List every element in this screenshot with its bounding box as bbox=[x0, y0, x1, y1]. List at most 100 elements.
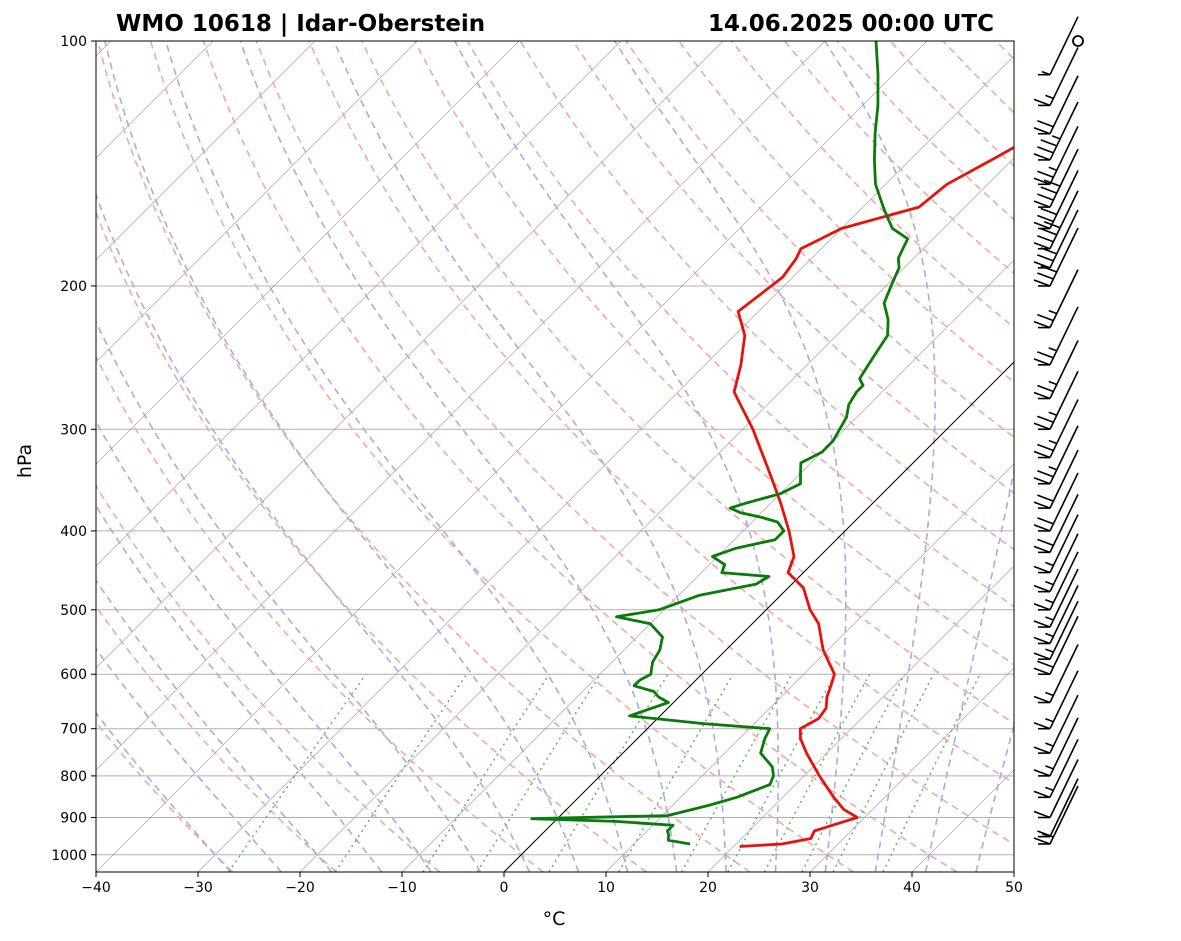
dry-adiabat-line bbox=[149, 41, 854, 872]
moist-adiabat-line bbox=[104, 41, 580, 872]
barb-shaft bbox=[1049, 585, 1079, 644]
dry-adiabat-line bbox=[413, 41, 1014, 666]
barb-half-feather bbox=[1045, 765, 1054, 770]
barb-full-feather bbox=[1037, 384, 1054, 393]
plot-lines bbox=[96, 41, 1014, 872]
title-station: WMO 10618 | Idar-Oberstein bbox=[116, 11, 485, 37]
dry-adiabat-line bbox=[96, 484, 441, 872]
wind-barb bbox=[1033, 551, 1079, 611]
dry-adiabat-line bbox=[625, 41, 1014, 439]
barb-shaft bbox=[1049, 16, 1079, 76]
barb-shaft bbox=[1049, 227, 1079, 287]
mixing-ratio-line bbox=[680, 673, 793, 872]
barb-shaft bbox=[1049, 125, 1079, 185]
wind-barb bbox=[1033, 472, 1079, 532]
barb-full-feather bbox=[1040, 227, 1058, 236]
x-tick-label: 30 bbox=[801, 880, 819, 896]
isotherm-line bbox=[96, 41, 826, 771]
wind-barb bbox=[1033, 47, 1079, 107]
temperature-line bbox=[732, 145, 1014, 848]
plot-frame bbox=[95, 40, 1015, 873]
wind-barb bbox=[1033, 370, 1079, 431]
isotherms bbox=[96, 41, 1014, 872]
wind-barb bbox=[1033, 759, 1079, 819]
wind-barb bbox=[1033, 399, 1079, 459]
barb-half-feather bbox=[1045, 648, 1054, 653]
barb-full-feather bbox=[1033, 221, 1051, 230]
barb-full-feather bbox=[1033, 524, 1051, 532]
dry-adiabat-line bbox=[255, 41, 1014, 846]
wind-barb bbox=[1033, 340, 1079, 400]
barb-shaft bbox=[1049, 148, 1079, 208]
y-tick-label: 400 bbox=[60, 524, 87, 540]
barb-shaft bbox=[1049, 694, 1079, 754]
barb-full-feather bbox=[1033, 769, 1051, 777]
isotherm-line bbox=[96, 41, 622, 567]
barb-shaft bbox=[1049, 340, 1079, 399]
barb-shaft bbox=[1049, 425, 1079, 485]
sounding-profiles bbox=[530, 41, 1014, 848]
zero-isotherm-line bbox=[503, 361, 1014, 872]
mixing-ratio-lines bbox=[227, 673, 981, 872]
barb-full-feather bbox=[1037, 538, 1054, 547]
wind-barb bbox=[1033, 615, 1079, 676]
barb-half-feather bbox=[1045, 691, 1054, 697]
moist-adiabat-line bbox=[924, 467, 1014, 872]
barb-full-feather bbox=[1037, 313, 1054, 322]
wind-barb bbox=[1033, 125, 1079, 186]
moist-adiabat-line bbox=[96, 319, 482, 872]
moist-adiabat-line bbox=[333, 41, 727, 872]
mixing-ratio-line bbox=[727, 673, 836, 872]
moist-adiabat-line bbox=[96, 579, 333, 872]
isotherm-line bbox=[401, 259, 1014, 872]
barb-shaft bbox=[1049, 170, 1079, 229]
barb-full-feather bbox=[1037, 351, 1054, 359]
barb-half-feather bbox=[1051, 135, 1061, 140]
barb-half-feather bbox=[1048, 380, 1058, 386]
dewpoint-line bbox=[530, 41, 910, 846]
isotherm-line bbox=[96, 41, 316, 261]
barb-full-feather bbox=[1040, 207, 1058, 216]
barb-full-feather bbox=[1037, 415, 1054, 424]
moist-adiabats bbox=[96, 41, 1014, 872]
barb-shaft bbox=[1049, 533, 1079, 593]
barb-shaft bbox=[1049, 568, 1079, 628]
wind-barb bbox=[1033, 694, 1079, 754]
wind-barb bbox=[1072, 35, 1084, 47]
moist-adiabat-line bbox=[96, 192, 531, 872]
dry-adiabat-line bbox=[361, 41, 1014, 725]
mixing-ratio-line bbox=[422, 673, 550, 872]
barb-full-feather bbox=[1037, 170, 1054, 179]
isotherm-line bbox=[809, 667, 1014, 872]
y-axis-ticks: 100 200 300 400 500 600 700 800 900 1000 bbox=[51, 34, 96, 864]
barb-shaft bbox=[1049, 269, 1079, 328]
mixing-ratio-line bbox=[476, 673, 601, 872]
barb-half-feather bbox=[1048, 411, 1058, 417]
isotherm-line bbox=[197, 55, 1014, 872]
wind-barb bbox=[1033, 738, 1079, 799]
barb-half-feather bbox=[1045, 561, 1054, 567]
y-tick-label: 600 bbox=[60, 667, 87, 683]
barb-full-feather bbox=[1033, 450, 1051, 459]
barb-full-feather bbox=[1033, 565, 1051, 574]
barb-full-feather bbox=[1033, 603, 1051, 611]
barb-shaft bbox=[1049, 778, 1079, 837]
mixing-ratio-line bbox=[763, 673, 871, 872]
barb-full-feather bbox=[1033, 721, 1051, 730]
barb-full-feather bbox=[1033, 261, 1051, 269]
barb-half-feather bbox=[1045, 599, 1054, 604]
barb-full-feather bbox=[1033, 584, 1051, 593]
barb-full-feather bbox=[1033, 667, 1051, 675]
barb-shaft bbox=[1049, 551, 1079, 611]
wind-barb bbox=[1033, 190, 1079, 250]
barb-shaft bbox=[1049, 472, 1079, 532]
barb-full-feather bbox=[1037, 254, 1054, 262]
barb-full-feather bbox=[1043, 220, 1061, 229]
barb-half-feather bbox=[1045, 717, 1054, 723]
wind-barb bbox=[1033, 568, 1079, 628]
barb-full-feather bbox=[1033, 126, 1051, 135]
barb-full-feather bbox=[1037, 660, 1054, 668]
barb-half-feather bbox=[1048, 166, 1058, 172]
x-tick-label: 0 bbox=[500, 880, 509, 896]
y-axis-label: hPa bbox=[14, 444, 36, 478]
